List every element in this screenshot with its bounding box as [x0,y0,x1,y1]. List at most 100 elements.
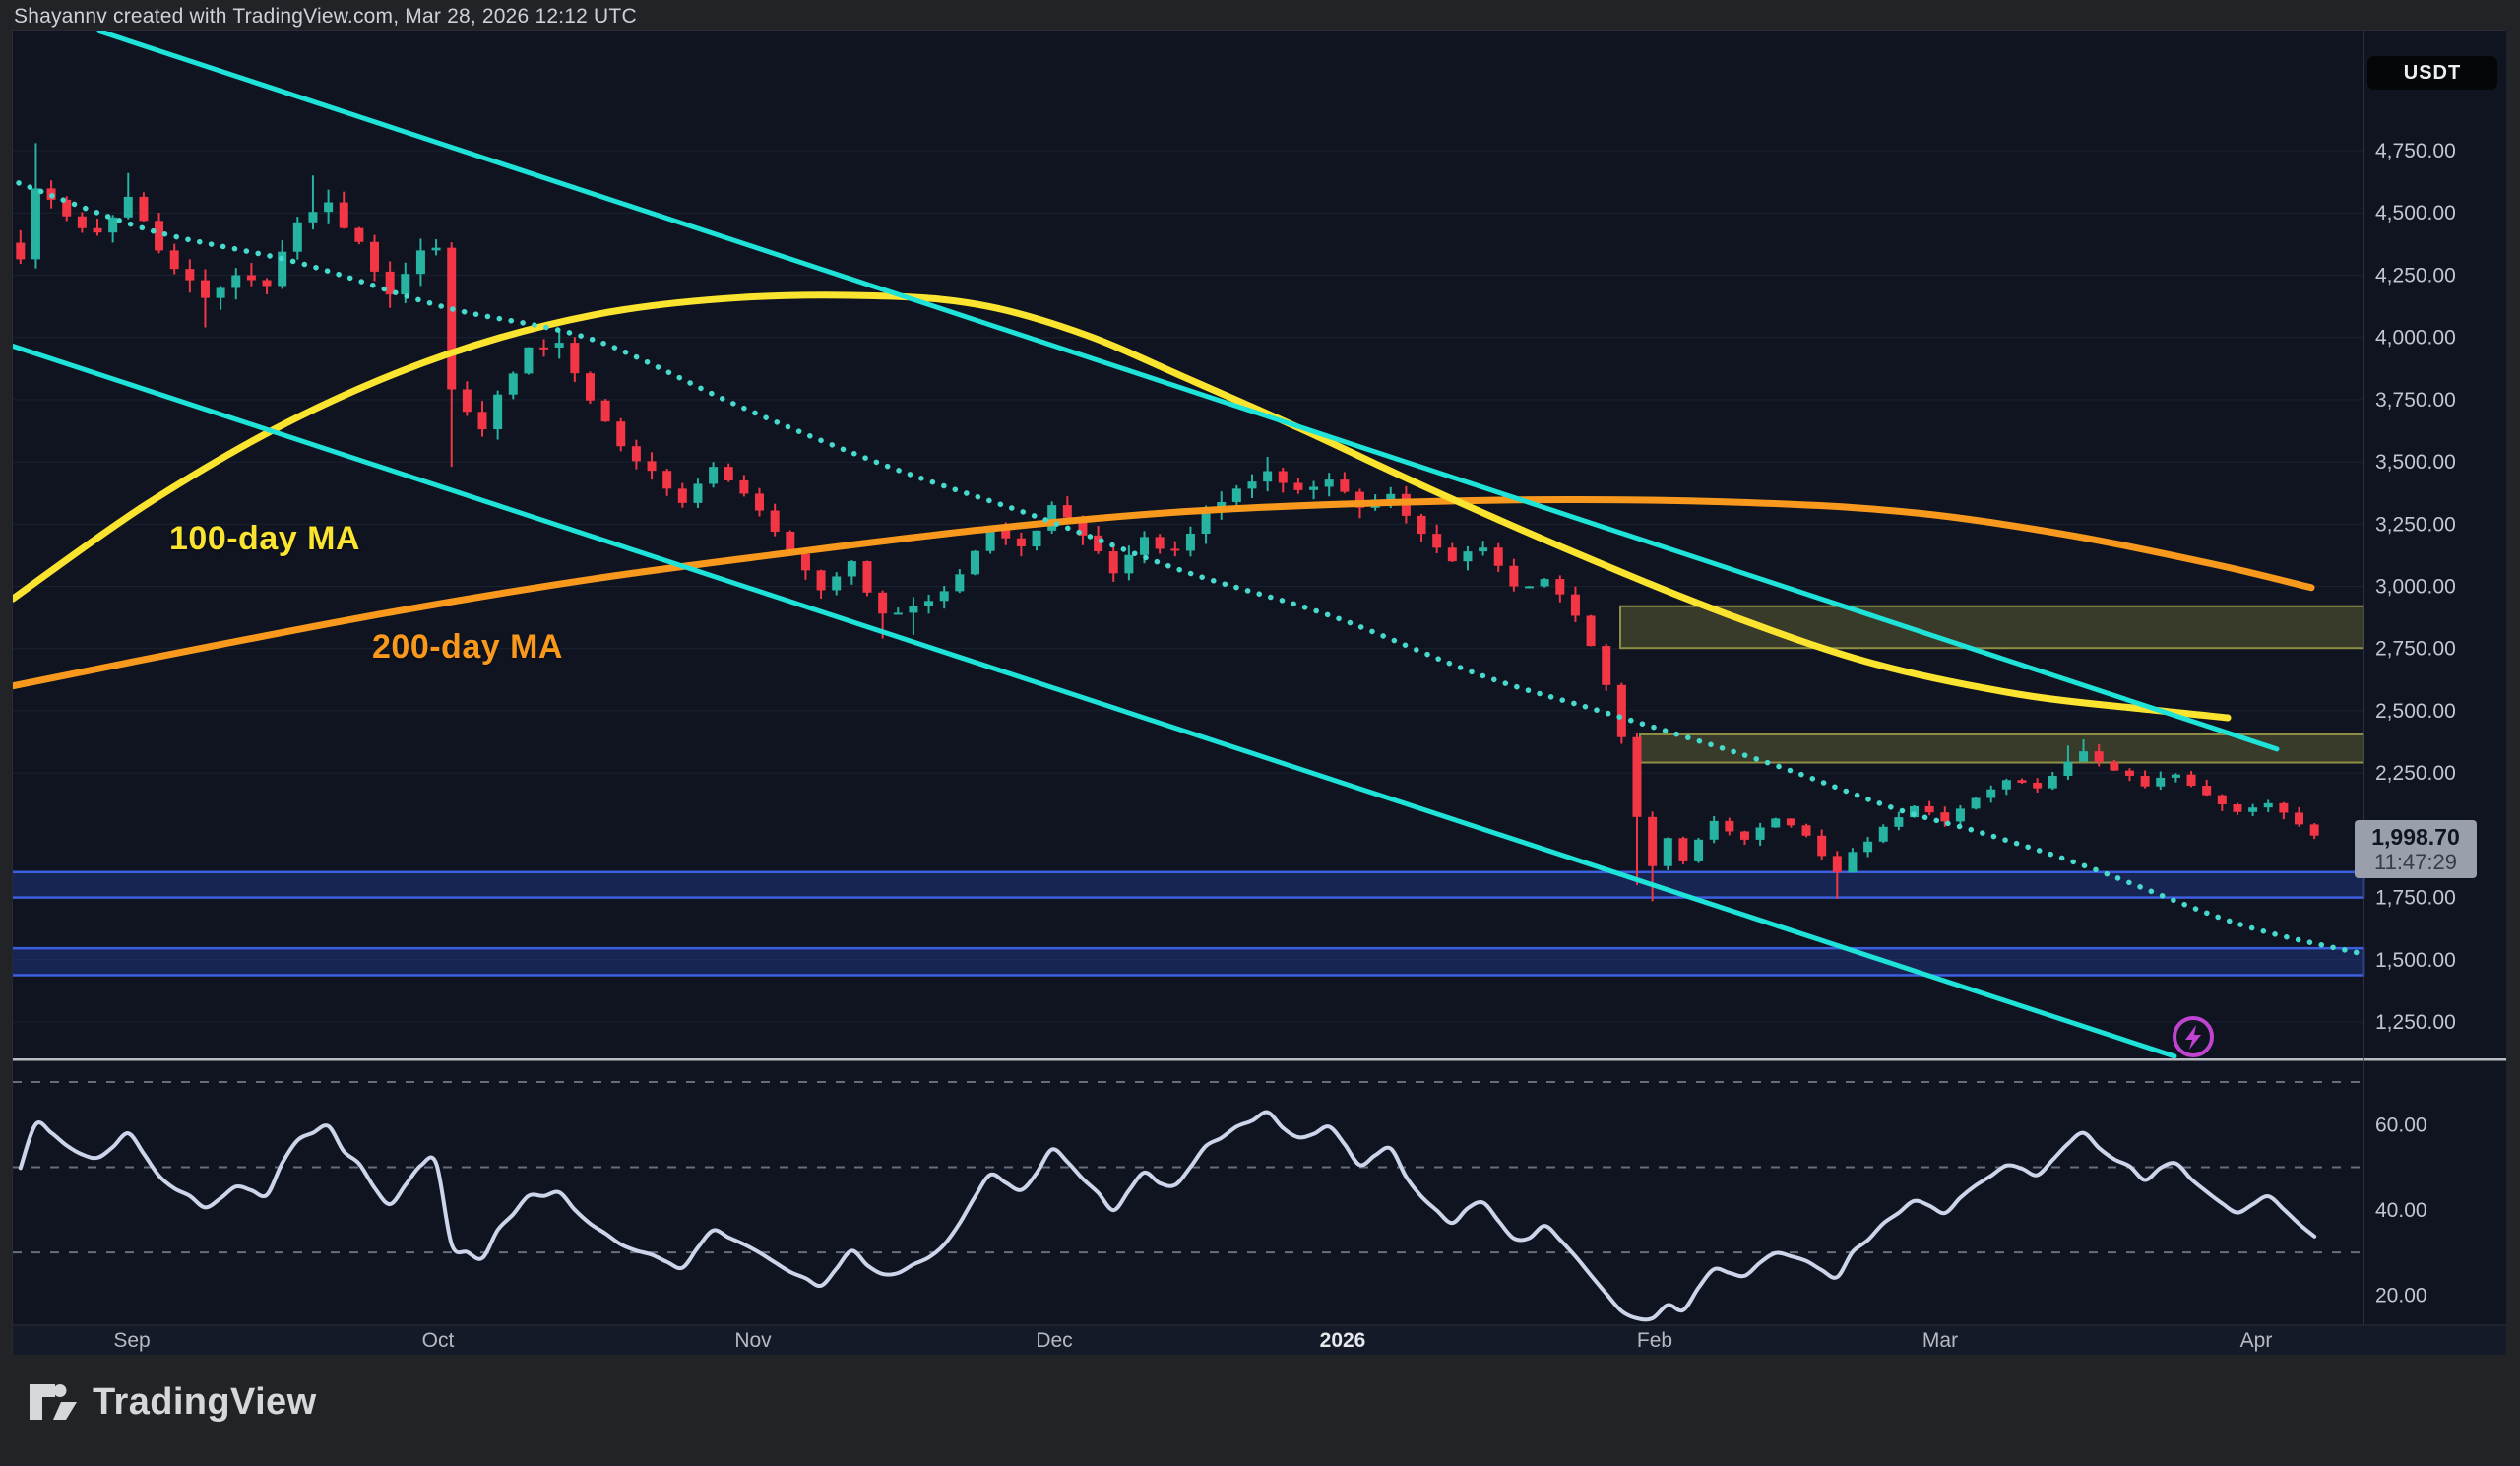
candle-body [631,446,641,462]
candle-body [339,202,348,228]
candle-body [924,601,934,606]
tradingview-logo[interactable]: TradingView [28,1380,317,1424]
candle-body [1648,816,1658,866]
price-tick-label: 3,000.00 [2375,576,2456,599]
candle-body [231,275,241,288]
candle-body [2094,751,2104,763]
time-tick-label: Nov [734,1329,772,1352]
candle-body [1586,615,1596,647]
time-tick-label: Dec [1036,1329,1072,1352]
price-tick-label: 2,500.00 [2375,700,2456,723]
candle-body [1817,835,1827,857]
candle-body [1078,517,1088,536]
candle-body [1108,551,1118,574]
price-tick-label: 1,500.00 [2375,949,2456,972]
candle-body [415,250,425,275]
ma100-line[interactable] [13,291,2232,722]
resistance-zone[interactable] [1639,733,2364,764]
candle-body [786,531,795,554]
pane-separator[interactable] [13,1058,2506,1061]
tradingview-wordmark: TradingView [93,1380,317,1423]
upper-channel-line[interactable] [96,31,2280,752]
tradingview-mark-icon [30,1384,77,1420]
candle-body [370,241,380,272]
candle-body [1801,825,1811,836]
candle-body [292,222,302,252]
candle-body [1955,808,1965,822]
price-tick-label: 3,500.00 [2375,451,2456,474]
candle-body [2295,812,2304,825]
candle-body [2233,804,2242,812]
candle-body [524,347,534,374]
candle-body [1986,789,1996,798]
candle-body [246,275,256,281]
candle-body [308,212,318,223]
dotted-midline[interactable] [16,180,2363,957]
candle-body [1678,838,1688,861]
boost-button[interactable] [2170,1013,2217,1060]
candle-body [677,488,687,503]
rsi-line[interactable] [18,1110,2317,1322]
chart-canvas[interactable]: 4,750.00 4,500.00 4,250.00 4,000.00 3,750.00… [13,31,2506,1355]
last-price-label[interactable]: 1,998.70 11:47:29 [2355,820,2477,878]
time-tick-label: Feb [1637,1329,1672,1352]
candle-body [401,274,410,295]
candle-body [2001,780,2011,790]
ma100-label[interactable]: 100-day MA [169,520,360,557]
candle-body [570,343,580,374]
ma200-line[interactable] [13,496,2315,690]
candle-body [1155,537,1165,549]
candle-body [1263,471,1273,482]
candle-body [108,217,118,233]
currency-toggle-button[interactable]: USDT [2367,56,2497,90]
ma200-label[interactable]: 200-day MA [372,628,563,666]
candle-body [62,199,72,217]
candle-body [1525,586,1535,589]
candle-body [1739,831,1749,840]
candle-body [1848,852,1858,873]
candle-body [2248,807,2258,812]
chart-background [13,31,2506,1355]
candle-body [493,394,503,430]
price-scale[interactable] [2362,30,2505,1324]
candle-body [1340,479,1350,492]
price-tick-label: 1,750.00 [2375,887,2456,910]
time-scale[interactable] [12,1324,2362,1354]
candle-body [1555,579,1565,595]
candle-body [1170,548,1180,551]
candle-body [1509,565,1519,587]
candle-body [278,251,287,287]
boost-circle [2173,1016,2214,1057]
last-price-value: 1,998.70 [2371,823,2460,850]
candle-body [123,196,133,218]
candle-body [1878,826,1888,842]
candle-body [93,227,102,233]
candle-body [2309,824,2319,836]
candle-body [200,280,210,298]
time-axis-strip[interactable] [13,1325,2506,1355]
candle-body [539,347,549,350]
candle-body [447,247,457,390]
candle-body [878,592,888,614]
candle-body [985,529,995,551]
candle-body [1616,684,1626,737]
lower-channel-line[interactable] [13,343,2177,1059]
support-band[interactable] [13,946,2365,977]
candle-body [324,202,334,213]
rsi-tick-label: 20.00 [2375,1284,2427,1307]
candle-body [185,269,195,281]
candle-body [1570,594,1580,616]
candle-body [1832,856,1842,873]
candle-body [1417,515,1426,535]
candle-body [1971,797,1981,809]
candle-body [662,471,672,489]
chart-widget: 4,750.00 4,500.00 4,250.00 4,000.00 3,750.00… [12,30,2506,1355]
price-tick-label: 1,250.00 [2375,1011,2456,1034]
candle-body [1771,818,1781,828]
candle-body [755,493,765,511]
candle-body [77,216,87,228]
support-band[interactable] [13,870,2365,899]
lightning-icon [2185,1025,2201,1050]
resistance-zone[interactable] [1619,605,2364,650]
candle-body [1293,482,1303,490]
